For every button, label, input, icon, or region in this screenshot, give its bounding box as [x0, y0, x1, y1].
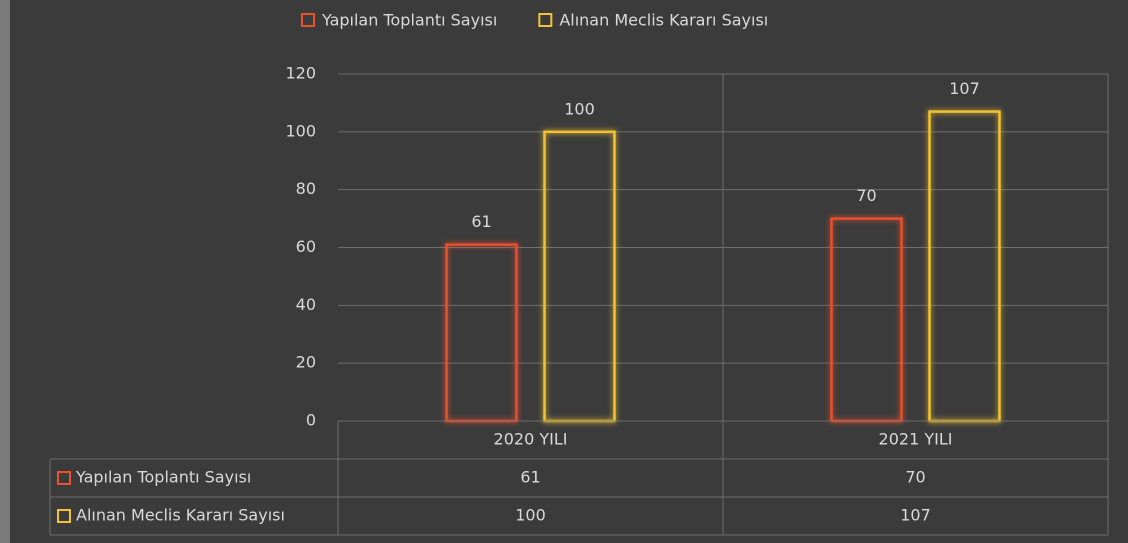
y-tick-label: 60: [296, 237, 316, 256]
data-label: 70: [856, 186, 876, 205]
table-legend-swatch: [57, 509, 71, 523]
data-label: 107: [949, 79, 980, 98]
legend-label: Yapılan Toplantı Sayısı: [321, 11, 497, 30]
y-tick-label: 20: [296, 353, 316, 372]
legend-swatch: [538, 13, 553, 27]
data-label: 100: [564, 99, 595, 118]
y-tick-label: 120: [285, 64, 316, 83]
y-tick-label: 100: [285, 121, 316, 140]
legend-swatch: [301, 13, 315, 27]
data-label: 61: [471, 212, 491, 231]
table-cell: 61: [520, 468, 540, 487]
y-tick-label: 0: [306, 411, 316, 430]
left-edge: [0, 0, 10, 543]
y-tick-label: 40: [296, 295, 316, 314]
legend-label: Alınan Meclis Kararı Sayısı: [559, 11, 768, 30]
table-cell: 107: [900, 506, 931, 525]
x-tick-label: 2021 YILI: [879, 430, 953, 449]
x-tick-label: 2020 YILI: [494, 430, 568, 449]
table-cell: 70: [905, 468, 925, 487]
table-row-label: Alınan Meclis Kararı Sayısı: [76, 506, 285, 525]
y-tick-label: 80: [296, 179, 316, 198]
table-legend-swatch: [57, 471, 71, 485]
table-row-label: Yapılan Toplantı Sayısı: [75, 468, 251, 487]
table-cell: 100: [515, 506, 546, 525]
